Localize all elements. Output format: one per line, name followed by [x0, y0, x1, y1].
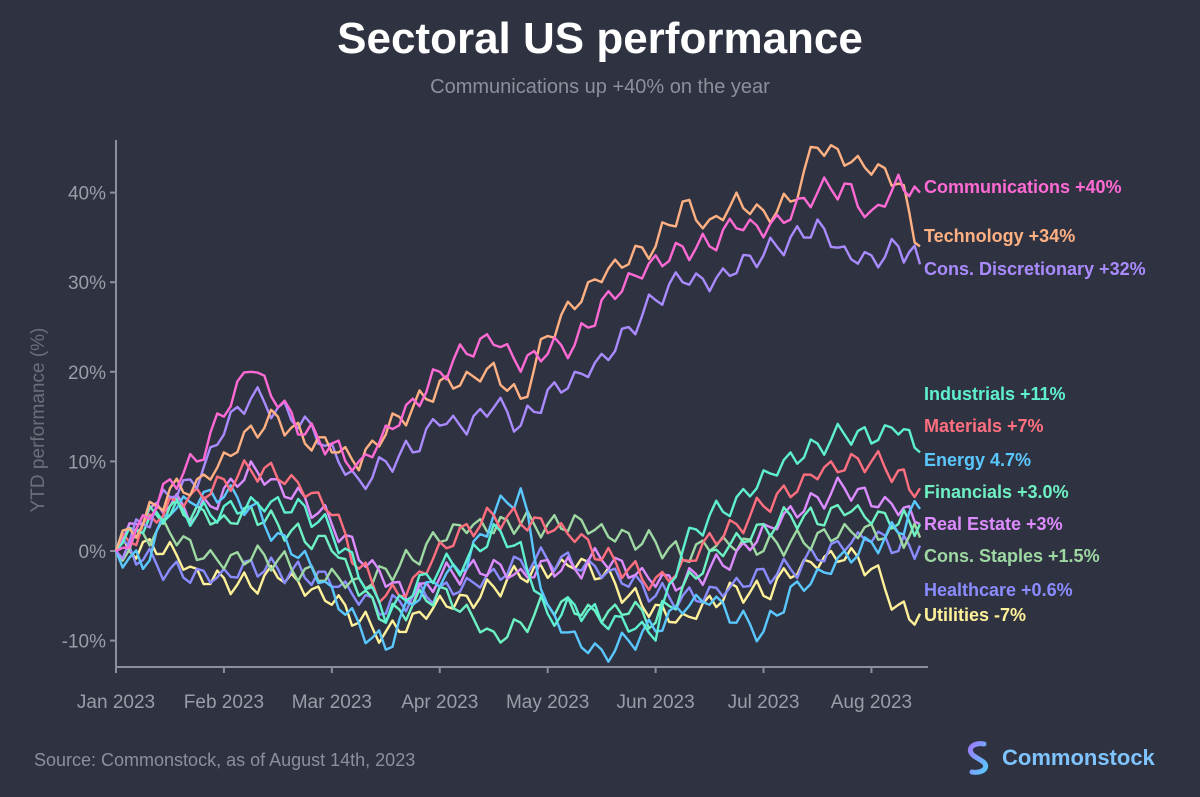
x-tick-label: Jan 2023: [77, 692, 155, 713]
y-tick-label: -10%: [62, 632, 106, 653]
y-tick-label: 40%: [68, 184, 106, 205]
x-tick-group: Jan 2023 Feb 2023 Mar 2023 Apr 2023 May 2023…: [77, 667, 912, 713]
series-label: Cons. Staples +1.5%: [924, 546, 1100, 566]
chart-title: Sectoral US performance: [337, 14, 863, 63]
series-label: Technology +34%: [924, 226, 1075, 246]
series-label: Energy 4.7%: [924, 450, 1031, 470]
series-label: Materials +7%: [924, 416, 1044, 436]
series-lines: [114, 144, 922, 663]
x-tick-label: Feb 2023: [184, 692, 264, 713]
x-tick-label: Mar 2023: [292, 692, 372, 713]
source-note: Source: Commonstock, as of August 14th, …: [34, 750, 416, 770]
series-line-technology: [114, 144, 921, 552]
series-label: Utilities -7%: [924, 605, 1026, 625]
series-line-cons-discretionary: [115, 218, 922, 560]
series-line-energy: [114, 484, 921, 663]
series-label: Cons. Discretionary +32%: [924, 259, 1146, 279]
series-line-materials: [114, 449, 922, 604]
series-label: Healthcare +0.6%: [924, 580, 1073, 600]
x-tick-label: Aug 2023: [831, 692, 912, 713]
x-tick-label: Jun 2023: [617, 692, 695, 713]
y-tick-label: 30%: [68, 273, 106, 294]
series-label: Real Estate +3%: [924, 514, 1063, 534]
x-tick-label: Jul 2023: [728, 692, 800, 713]
series-label: Industrials +11%: [924, 384, 1066, 404]
series-line-communications: [115, 173, 921, 553]
x-tick-label: May 2023: [506, 692, 589, 713]
y-tick-label: 0%: [79, 542, 107, 563]
series-label: Financials +3.0%: [924, 482, 1069, 502]
brand-logo[interactable]: Commonstock: [962, 740, 1155, 776]
y-tick-group: -10% 0% 10% 20% 30% 40%: [62, 184, 116, 653]
series-line-utilities: [114, 536, 922, 644]
commonstock-logo-icon: [967, 741, 989, 775]
chart-subtitle: Communications up +40% on the year: [430, 76, 770, 98]
brand-name: Commonstock: [1002, 745, 1155, 770]
series-labels: Communications +40% Technology +34% Cons. …: [924, 177, 1146, 625]
y-axis-label: YTD performance (%): [28, 328, 49, 513]
y-tick-label: 20%: [68, 363, 106, 384]
y-tick-label: 10%: [68, 452, 106, 473]
series-line-industrials: [115, 422, 921, 642]
series-line-real-estate: [114, 460, 921, 606]
x-tick-label: Apr 2023: [401, 692, 478, 713]
series-label: Communications +40%: [924, 177, 1122, 197]
